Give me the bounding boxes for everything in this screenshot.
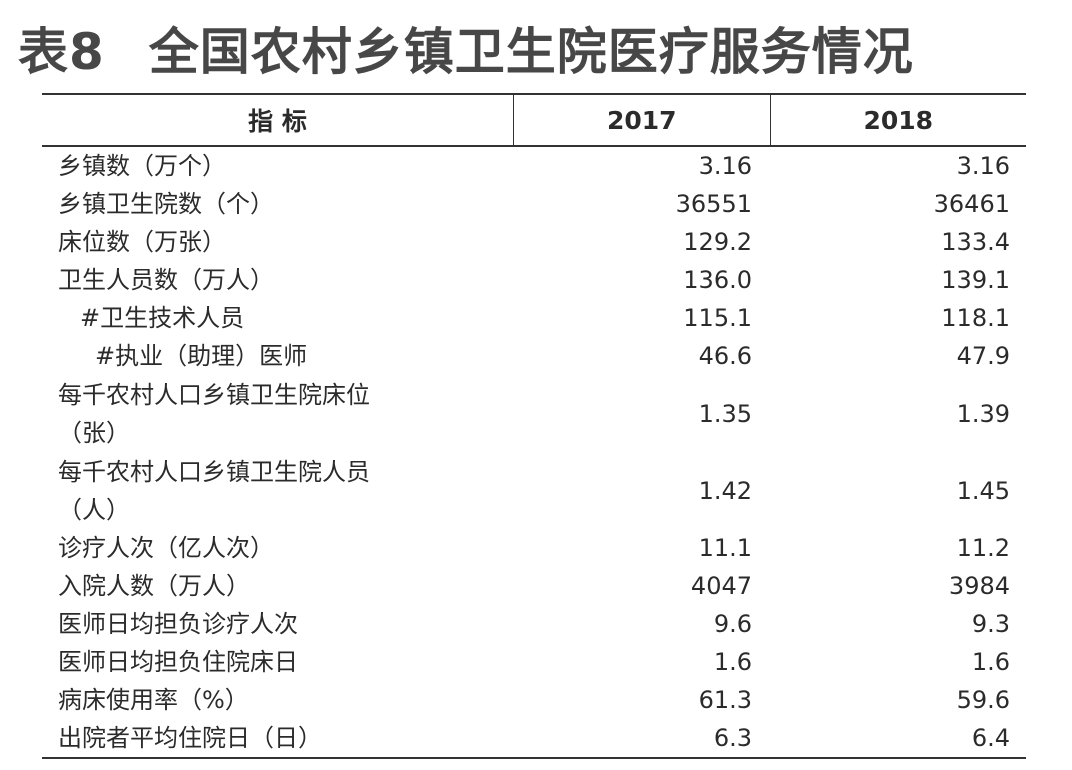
row-label: 诊疗人次（亿人次） [58, 534, 274, 562]
value-cell: 3.16 [698, 152, 752, 180]
value-cell: 118.1 [941, 304, 1010, 332]
value-cell: 47.9 [956, 342, 1010, 370]
value-cell: 1.6 [713, 648, 752, 676]
row-label-cell: 诊疗人次（亿人次） [42, 529, 514, 567]
value-cell: 3.16 [956, 152, 1010, 180]
value-cell: 1.42 [698, 476, 752, 505]
row-label: #卫生技术人员 [80, 304, 245, 332]
row-label: 卫生人员数（万人） [58, 266, 274, 294]
value-cell: 11.1 [698, 534, 752, 562]
table-row: 医师日均担负住院床日 1.6 1.6 [42, 643, 1026, 681]
row-label-cell: #卫生技术人员 [42, 299, 514, 337]
value-cell: 1.6 [971, 648, 1010, 676]
value-cell: 115.1 [683, 304, 752, 332]
value-cell: 129.2 [683, 228, 752, 256]
table-row: 每千农村人口乡镇卫生院人员（人） 1.42 1.45 [42, 452, 1026, 529]
value-cell: 133.4 [941, 228, 1010, 256]
title-text: 全国农村乡镇卫生院医疗服务情况 [148, 23, 914, 81]
table-row: 乡镇卫生院数（个） 36551 36461 [42, 185, 1026, 223]
table-row: #卫生技术人员 115.1 118.1 [42, 299, 1026, 337]
column-header: 指 标 [248, 107, 307, 136]
row-label-cell: 病床使用率（%） [42, 681, 514, 719]
row-label-cell: 乡镇数（万个） [42, 147, 514, 185]
value-cell: 139.1 [941, 266, 1010, 294]
row-label-cell: 每千农村人口乡镇卫生院床位（张） [42, 376, 514, 452]
value-cell: 9.6 [713, 610, 752, 638]
row-label: 乡镇卫生院数（个） [58, 190, 274, 218]
row-label-cell: 出院者平均住院日（日） [42, 719, 514, 757]
row-label: 出院者平均住院日（日） [58, 724, 322, 752]
value-cell: 36551 [675, 190, 752, 218]
row-label-cell: 卫生人员数（万人） [42, 261, 514, 299]
row-label: 入院人数（万人） [58, 572, 250, 600]
row-label: 每千农村人口乡镇卫生院人员（人） [58, 457, 370, 524]
row-label: 床位数（万张） [58, 228, 226, 256]
row-label: #执业（助理）医师 [95, 342, 308, 370]
table-row: 入院人数（万人） 4047 3984 [42, 567, 1026, 605]
value-cell: 1.39 [956, 399, 1010, 428]
value-cell: 1.45 [956, 476, 1010, 505]
row-label: 乡镇数（万个） [58, 152, 226, 180]
value-cell: 1.35 [698, 399, 752, 428]
table-row: 病床使用率（%） 61.3 59.6 [42, 681, 1026, 719]
row-label-cell: 入院人数（万人） [42, 567, 514, 605]
title-number: 表8 [18, 23, 105, 81]
table-row: 床位数（万张） 129.2 133.4 [42, 223, 1026, 261]
table-row: 诊疗人次（亿人次） 11.1 11.2 [42, 529, 1026, 567]
row-label-cell: #执业（助理）医师 [42, 337, 514, 375]
value-cell: 59.6 [956, 686, 1010, 714]
title: 表8 全国农村乡镇卫生院医疗服务情况 [18, 12, 914, 84]
value-cell: 36461 [933, 190, 1010, 218]
table-row: 每千农村人口乡镇卫生院床位（张） 1.35 1.39 [42, 375, 1026, 452]
value-cell: 6.4 [971, 724, 1010, 752]
column-header: 2017 [513, 95, 769, 145]
row-label: 每千农村人口乡镇卫生院床位（张） [58, 380, 370, 447]
value-cell: 46.6 [698, 342, 752, 370]
table-row: 卫生人员数（万人） 136.0 139.1 [42, 261, 1026, 299]
table-row: 出院者平均住院日（日） 6.3 6.4 [42, 719, 1026, 757]
table-body: 乡镇数（万个） 3.16 3.16 乡镇卫生院数（个） 36551 36461 床位数（万张… [42, 147, 1026, 757]
row-label-cell: 每千农村人口乡镇卫生院人员（人） [42, 453, 514, 529]
row-label-cell: 医师日均担负诊疗人次 [42, 605, 514, 643]
row-label-cell: 乡镇卫生院数（个） [42, 185, 514, 223]
value-cell: 136.0 [683, 266, 752, 294]
table-row: 乡镇数（万个） 3.16 3.16 [42, 147, 1026, 185]
column-header: 2018 [769, 95, 1026, 145]
table-row: 医师日均担负诊疗人次 9.6 9.3 [42, 605, 1026, 643]
row-label: 医师日均担负诊疗人次 [58, 610, 298, 638]
row-label-cell: 医师日均担负住院床日 [42, 643, 514, 681]
value-cell: 6.3 [713, 724, 752, 752]
value-cell: 9.3 [971, 610, 1010, 638]
table: 指 标 2017 2018 乡镇数（万个） 3.16 3.16 乡镇卫生院数（个） 36… [42, 93, 1026, 759]
value-cell: 61.3 [698, 686, 752, 714]
header-row: 指 标 2017 2018 [42, 95, 1026, 147]
value-cell: 4047 [690, 572, 752, 600]
value-cell: 3984 [948, 572, 1010, 600]
row-label: 病床使用率（%） [58, 686, 249, 714]
value-cell: 11.2 [956, 534, 1010, 562]
table-row: #执业（助理）医师 46.6 47.9 [42, 337, 1026, 375]
row-label: 医师日均担负住院床日 [58, 648, 298, 676]
row-label-cell: 床位数（万张） [42, 223, 514, 261]
